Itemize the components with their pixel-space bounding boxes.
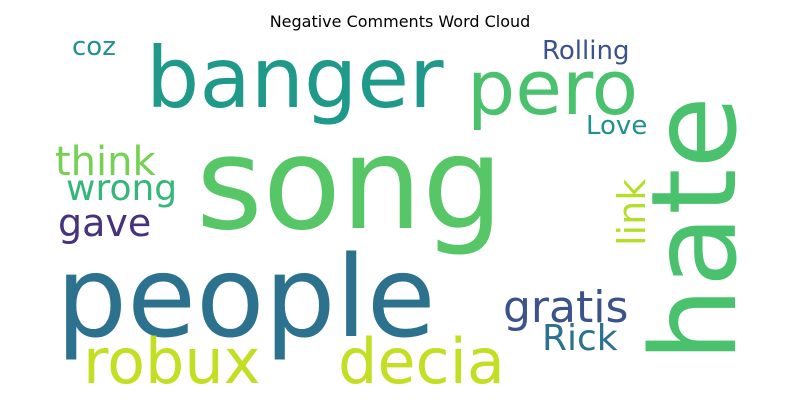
word-gratis: gratis [503,282,628,333]
word-song: song [196,110,503,259]
word-pero: pero [467,43,638,132]
word-gave: gave [58,201,151,245]
word-love: Love [586,111,647,141]
word-rick: Rick [542,318,618,359]
word-coz: coz [72,32,116,62]
word-banger: banger [146,29,444,127]
word-decia: decia [338,325,505,398]
word-robux: robux [83,325,260,398]
word-rolling: Rolling [542,36,629,66]
word-think: think [55,139,157,185]
word-wrong: wrong [66,168,177,209]
figure-title: Negative Comments Word Cloud [269,12,531,31]
word-people: people [56,233,436,363]
word-hate: hate [625,96,763,362]
word-link: link [610,179,654,246]
